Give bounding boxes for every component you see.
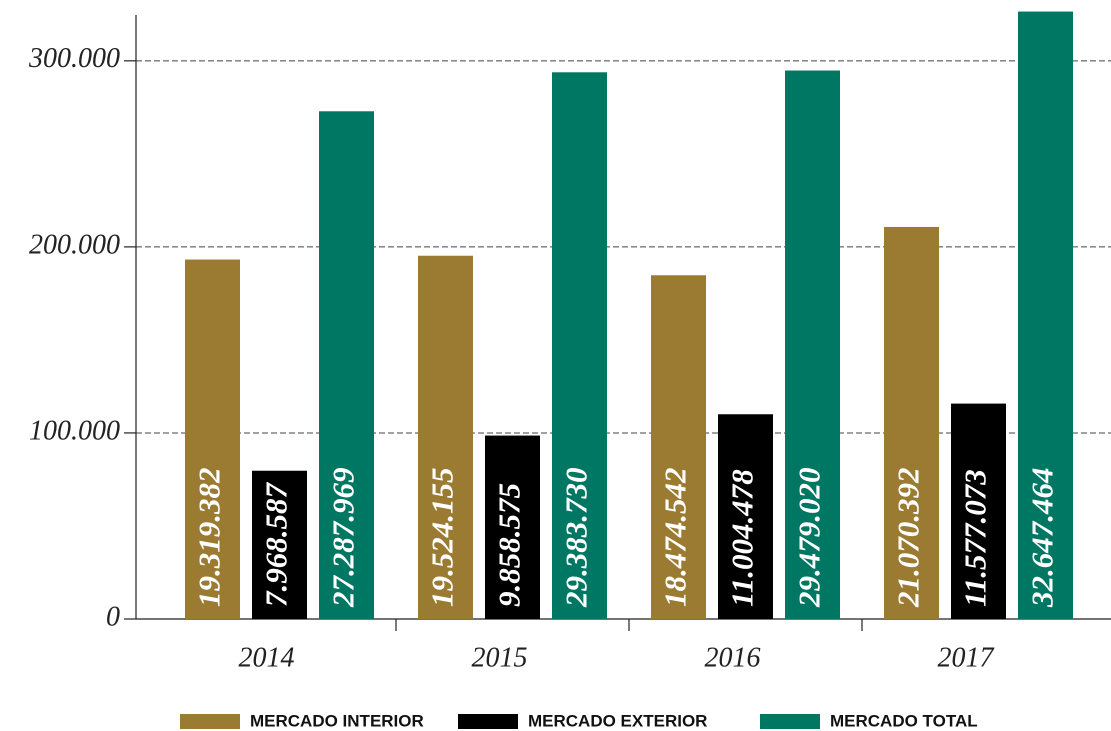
bar — [884, 226, 939, 619]
value-label: 7.968.587 — [259, 482, 294, 608]
y-tick-label: 300.000 — [28, 43, 120, 74]
value-label: 11.004.478 — [725, 469, 760, 607]
legend-swatch — [180, 714, 240, 729]
y-tick-label: 0 — [106, 601, 120, 632]
bar — [418, 255, 473, 619]
legend-label: MERCADO EXTERIOR — [528, 711, 707, 730]
bar — [185, 259, 240, 619]
x-tick-label: 2017 — [938, 642, 995, 673]
value-label: 21.070.392 — [891, 468, 926, 609]
y-tick-label: 100.000 — [29, 415, 120, 446]
y-tick-label: 200.000 — [29, 229, 120, 260]
bar — [951, 403, 1006, 619]
bar — [785, 70, 840, 619]
x-tick-label: 2016 — [705, 642, 761, 673]
value-label: 19.319.382 — [192, 468, 227, 608]
bar — [651, 275, 706, 619]
value-label: 11.577.073 — [958, 469, 993, 607]
bar — [718, 414, 773, 619]
x-tick-label: 2015 — [472, 642, 528, 673]
bar — [485, 435, 540, 619]
value-label: 18.474.542 — [658, 468, 693, 608]
bar — [1018, 11, 1073, 619]
value-label: 29.479.020 — [792, 468, 827, 609]
legend-swatch — [760, 714, 820, 729]
bar — [252, 470, 307, 619]
value-label: 32.647.464 — [1025, 468, 1060, 609]
value-label: 19.524.155 — [425, 468, 460, 608]
value-label: 27.287.969 — [326, 468, 361, 609]
legend-swatch — [458, 714, 518, 729]
value-label: 29.383.730 — [559, 468, 594, 609]
bar — [552, 72, 607, 619]
legend-label: MERCADO INTERIOR — [250, 711, 424, 730]
value-label: 9.858.575 — [492, 483, 527, 607]
x-tick-label: 2014 — [239, 642, 295, 673]
legend-label: MERCADO TOTAL — [830, 711, 978, 730]
bar — [319, 111, 374, 620]
